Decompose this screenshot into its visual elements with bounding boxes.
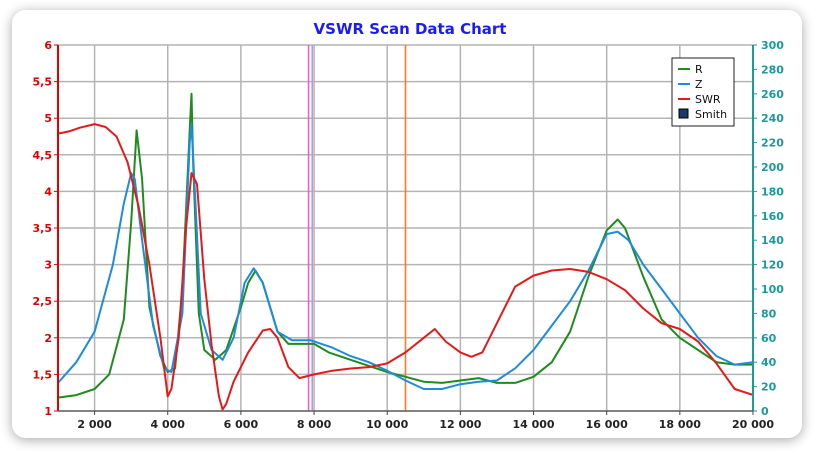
right-tick-label: 240 xyxy=(761,112,784,125)
left-tick-label: 2,5 xyxy=(33,295,53,308)
right-tick-label: 100 xyxy=(761,283,784,296)
left-tick-label: 5 xyxy=(44,112,52,125)
legend-label-swr: SWR xyxy=(695,93,721,106)
right-tick-label: 40 xyxy=(761,356,777,369)
right-tick-label: 160 xyxy=(761,210,784,223)
left-axis-ticks: 1 1,5 2 2,5 3 3,5 4 4,5 5 5,5 6 xyxy=(33,39,58,418)
right-tick-label: 140 xyxy=(761,234,784,247)
series-line-z xyxy=(57,123,754,390)
right-axis-ticks: 0 20 40 60 80 100 120 140 160 180 200 220 240 260 280 3… xyxy=(753,39,784,418)
right-tick-label: 0 xyxy=(761,405,769,418)
chart-legend: RZ SWR Smith xyxy=(671,57,735,127)
left-tick-label: 6 xyxy=(44,39,52,52)
frequency-markers xyxy=(307,45,407,411)
left-tick-label: 1,5 xyxy=(33,368,53,381)
series-lines xyxy=(57,92,754,411)
x-tick-label: 8 000 xyxy=(297,418,332,431)
right-tick-label: 220 xyxy=(761,137,784,150)
x-tick-label: 20 000 xyxy=(732,418,774,431)
x-tick-label: 2 000 xyxy=(77,418,112,431)
left-tick-label: 3 xyxy=(44,259,52,272)
legend-label-r: R xyxy=(695,63,703,76)
x-tick-label: 12 000 xyxy=(439,418,481,431)
legend-label-smith: Smith xyxy=(695,108,727,121)
right-tick-label: 280 xyxy=(761,63,784,76)
legend-swatch-smith xyxy=(678,108,689,119)
left-tick-label: 5,5 xyxy=(33,76,53,89)
right-tick-label: 120 xyxy=(761,259,784,272)
left-tick-label: 4,5 xyxy=(33,149,53,162)
chart-title: VSWR Scan Data Chart xyxy=(314,20,507,38)
x-tick-label: 10 000 xyxy=(366,418,408,431)
x-tick-label: 4 000 xyxy=(151,418,186,431)
x-tick-label: 16 000 xyxy=(586,418,628,431)
right-tick-label: 200 xyxy=(761,161,784,174)
right-tick-label: 60 xyxy=(761,332,777,345)
right-tick-label: 300 xyxy=(761,39,784,52)
right-tick-label: 80 xyxy=(761,307,777,320)
left-tick-label: 2 xyxy=(44,332,52,345)
x-axis-ticks: 2 000 4 000 6 000 8 000 10 000 12 000 14 000 16… xyxy=(77,411,774,431)
left-tick-label: 4 xyxy=(44,185,52,198)
series-line-swr xyxy=(57,123,754,411)
right-tick-label: 180 xyxy=(761,185,784,198)
x-tick-label: 14 000 xyxy=(512,418,554,431)
legend-label-z: Z xyxy=(695,78,703,91)
left-tick-label: 3,5 xyxy=(33,222,53,235)
right-tick-label: 20 xyxy=(761,381,777,394)
right-tick-label: 260 xyxy=(761,88,784,101)
left-tick-label: 1 xyxy=(44,405,52,418)
x-tick-label: 6 000 xyxy=(224,418,259,431)
x-tick-label: 18 000 xyxy=(659,418,701,431)
